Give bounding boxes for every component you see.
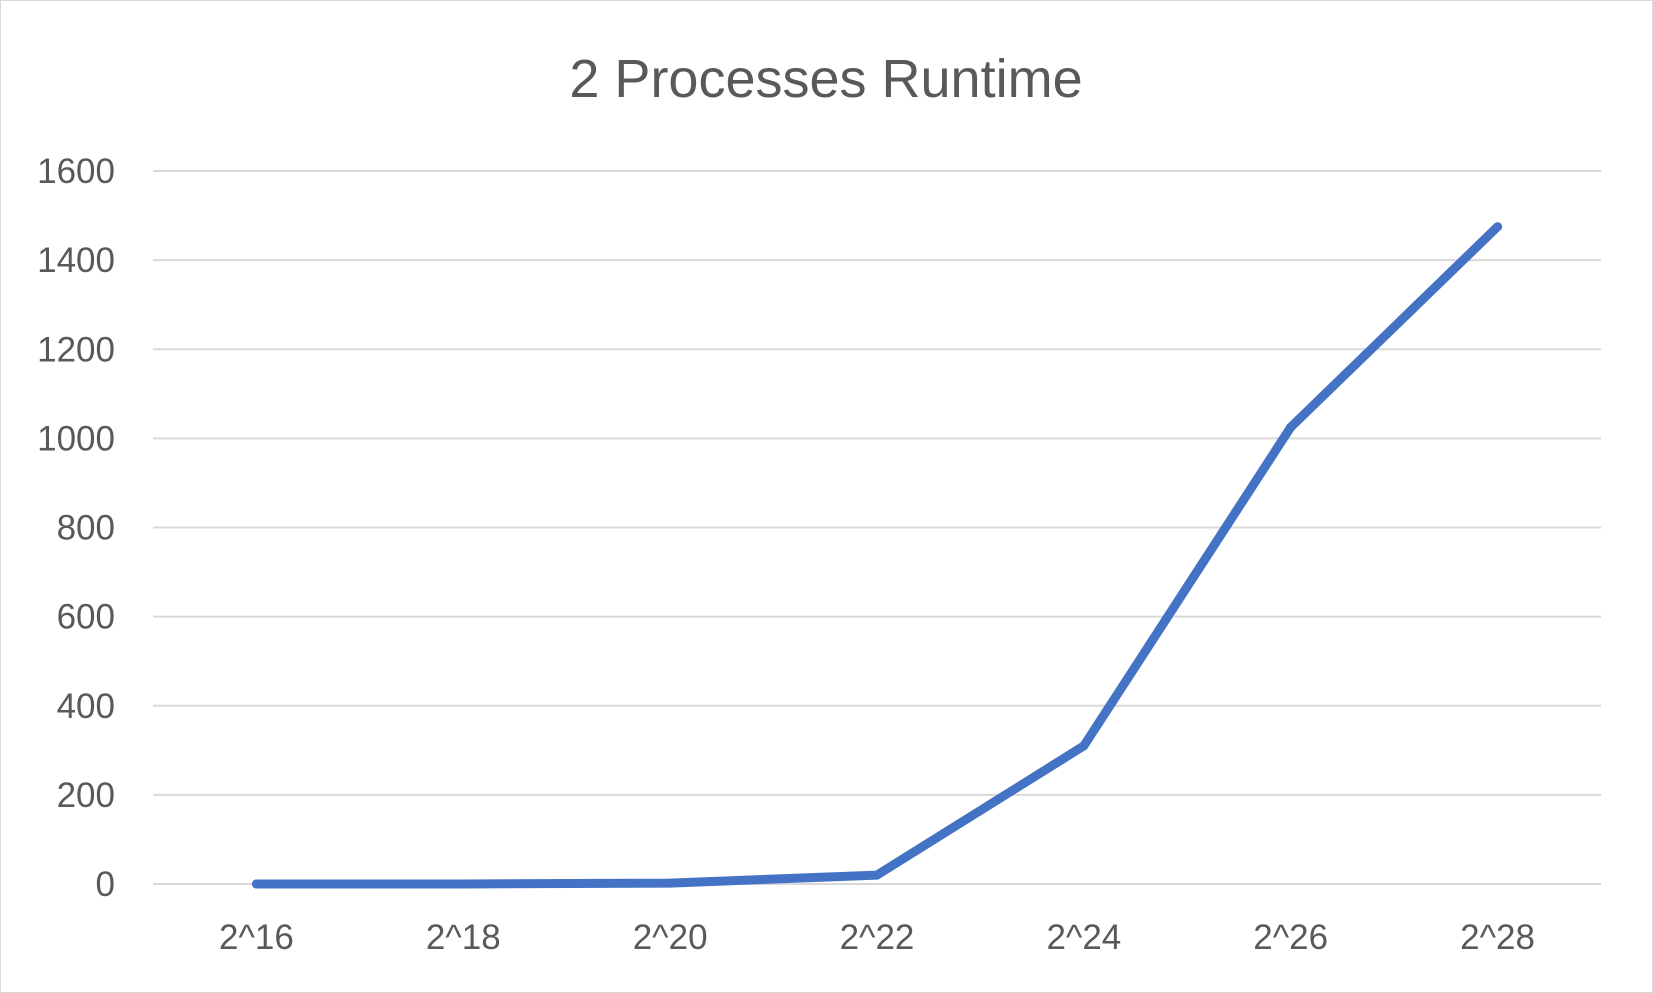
x-tick-label: 2^20: [633, 918, 708, 957]
y-tick-label: 200: [57, 776, 115, 815]
y-axis-tick-labels: 0 200 400 600 800 1000 1200 1400 1600: [37, 152, 115, 904]
x-tick-label: 2^18: [426, 918, 501, 957]
series-layer: [251, 222, 1503, 889]
y-tick-label: 400: [57, 687, 115, 726]
data-point: [458, 879, 468, 889]
x-axis-tick-labels: 2^16 2^18 2^20 2^22 2^24 2^26 2^28: [219, 918, 1535, 957]
x-tick-label: 2^24: [1046, 918, 1121, 957]
y-tick-label: 1400: [37, 241, 115, 280]
data-point: [1493, 222, 1503, 232]
y-tick-label: 1200: [37, 330, 115, 369]
gridlines: [153, 170, 1601, 885]
data-point: [665, 878, 675, 888]
data-point: [872, 870, 882, 880]
x-tick-label: 2^28: [1460, 918, 1535, 957]
chart-title: 2 Processes Runtime: [569, 49, 1082, 109]
x-tick-label: 2^22: [840, 918, 915, 957]
y-tick-label: 0: [96, 865, 115, 904]
x-tick-label: 2^16: [219, 918, 294, 957]
data-point: [251, 879, 261, 889]
y-tick-label: 1600: [37, 152, 115, 191]
series-line: [251, 222, 1503, 889]
y-tick-label: 600: [57, 598, 115, 637]
data-point: [1286, 422, 1296, 432]
x-tick-label: 2^26: [1253, 918, 1328, 957]
y-tick-label: 1000: [37, 419, 115, 458]
y-tick-label: 800: [57, 509, 115, 548]
data-point: [1079, 741, 1089, 751]
